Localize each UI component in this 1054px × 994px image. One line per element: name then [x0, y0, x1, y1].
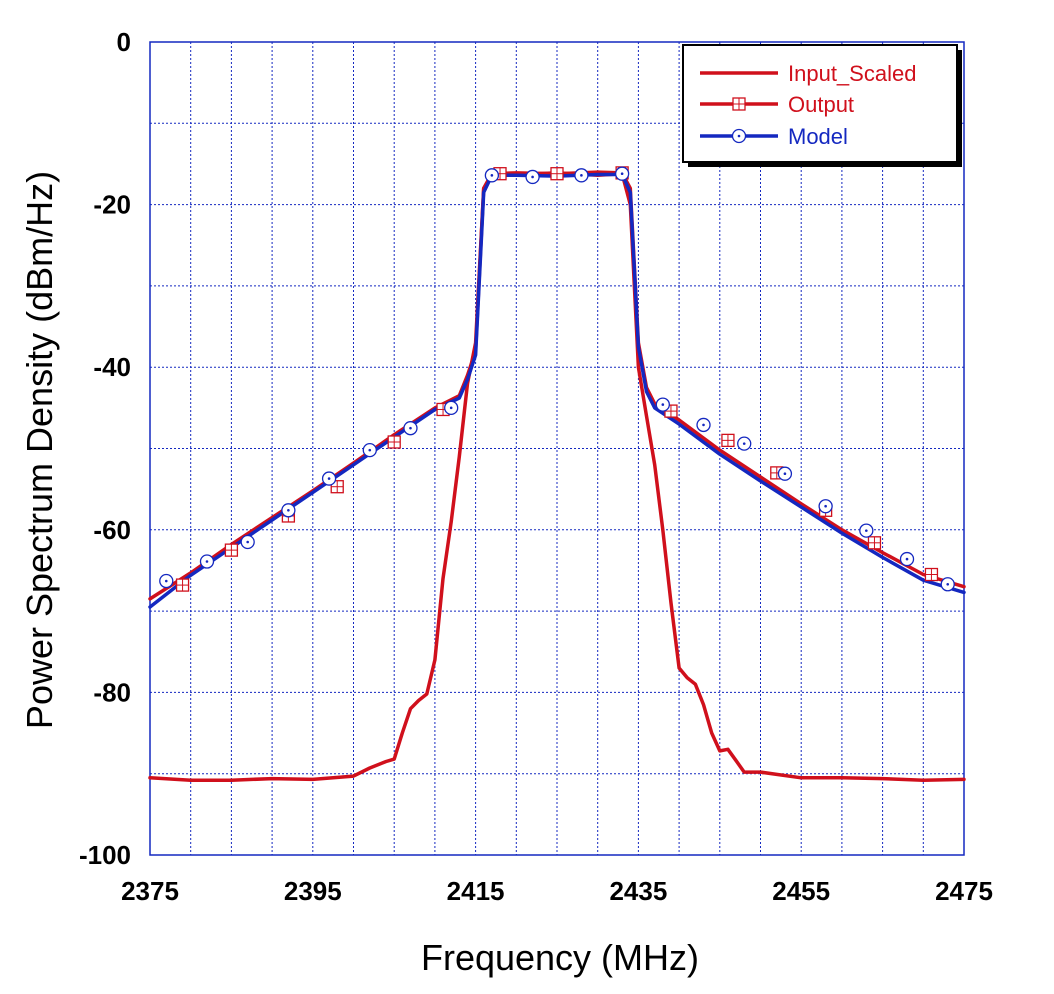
model-marker-dot: [205, 560, 209, 563]
model-marker: [574, 168, 589, 183]
y-tick-label: -40: [93, 352, 131, 382]
model-marker-dot: [865, 529, 868, 532]
model-marker-dot: [327, 477, 331, 480]
model-marker: [444, 400, 459, 416]
model-marker: [159, 573, 174, 589]
model-marker: [525, 169, 540, 185]
legend-label-input-scaled: Input_Scaled: [788, 61, 916, 86]
model-marker-dot: [824, 504, 827, 508]
model-marker: [899, 551, 915, 567]
model-marker-dot: [409, 426, 412, 430]
model-marker-dot: [661, 403, 665, 406]
model-marker-dot: [490, 174, 494, 177]
model-marker-dot: [246, 540, 249, 544]
model-marker: [737, 436, 752, 451]
legend: Input_Scaled Output Model: [682, 44, 962, 167]
model-marker-dot: [783, 472, 787, 476]
y-tick-label: -80: [93, 677, 131, 707]
legend-marker-model-dot: [737, 134, 741, 138]
model-marker: [614, 166, 630, 181]
legend-entry-model: Model: [700, 124, 848, 149]
model-marker: [859, 523, 874, 538]
legend-entry-input-scaled: Input_Scaled: [700, 61, 916, 86]
model-marker-dot: [905, 557, 909, 561]
model-marker: [696, 417, 711, 433]
model-marker: [777, 466, 793, 481]
model-marker: [199, 554, 215, 569]
legend-label-model: Model: [788, 124, 848, 149]
y-axis-title: Power Spectrum Density (dBm/Hz): [19, 171, 60, 729]
model-marker: [655, 397, 670, 412]
model-marker: [321, 471, 337, 486]
model-marker-dot: [702, 423, 705, 427]
output-marker: [721, 433, 735, 448]
output-marker: [175, 578, 190, 592]
model-marker-dot: [287, 508, 290, 512]
model-marker-dot: [580, 174, 583, 177]
y-tick-label: -20: [93, 190, 131, 220]
model-marker-dot: [946, 582, 950, 586]
model-marker: [403, 421, 418, 436]
tick-labels: 2375 2395 2415 2435 2455 2475 0 -20 -40 -60 -80 -10…: [79, 27, 993, 906]
model-marker: [940, 577, 955, 592]
x-tick-label: 2375: [121, 876, 179, 906]
series-layer: [148, 166, 966, 782]
x-tick-label: 2475: [935, 876, 993, 906]
output-marker: [387, 435, 401, 449]
model-marker: [818, 499, 833, 514]
model-marker-dot: [449, 406, 453, 410]
output-marker: [867, 536, 882, 550]
x-tick-label: 2455: [772, 876, 830, 906]
output-marker: [924, 567, 939, 582]
model-marker-dot: [368, 448, 372, 452]
x-tick-label: 2395: [284, 876, 342, 906]
legend-entry-output: Output: [700, 92, 854, 117]
output-marker: [224, 543, 239, 557]
x-tick-label: 2435: [609, 876, 667, 906]
model-marker: [362, 442, 377, 458]
model-marker: [484, 168, 500, 183]
grid-lines: [150, 42, 964, 855]
model-marker-dot: [164, 579, 168, 583]
model-marker-dot: [531, 175, 534, 179]
plot-frame: [149, 41, 965, 856]
model-marker: [240, 534, 255, 550]
x-axis-title: Frequency (MHz): [421, 937, 699, 978]
model-marker: [281, 503, 296, 518]
model-marker-dot: [620, 172, 624, 176]
legend-label-output: Output: [788, 92, 854, 117]
y-tick-label: -60: [93, 515, 131, 545]
output-marker: [330, 480, 344, 494]
model-marker-dot: [742, 442, 746, 445]
y-tick-label: 0: [117, 27, 131, 57]
x-tick-label: 2415: [447, 876, 505, 906]
y-tick-label: -100: [79, 840, 131, 870]
output-marker: [550, 167, 564, 181]
